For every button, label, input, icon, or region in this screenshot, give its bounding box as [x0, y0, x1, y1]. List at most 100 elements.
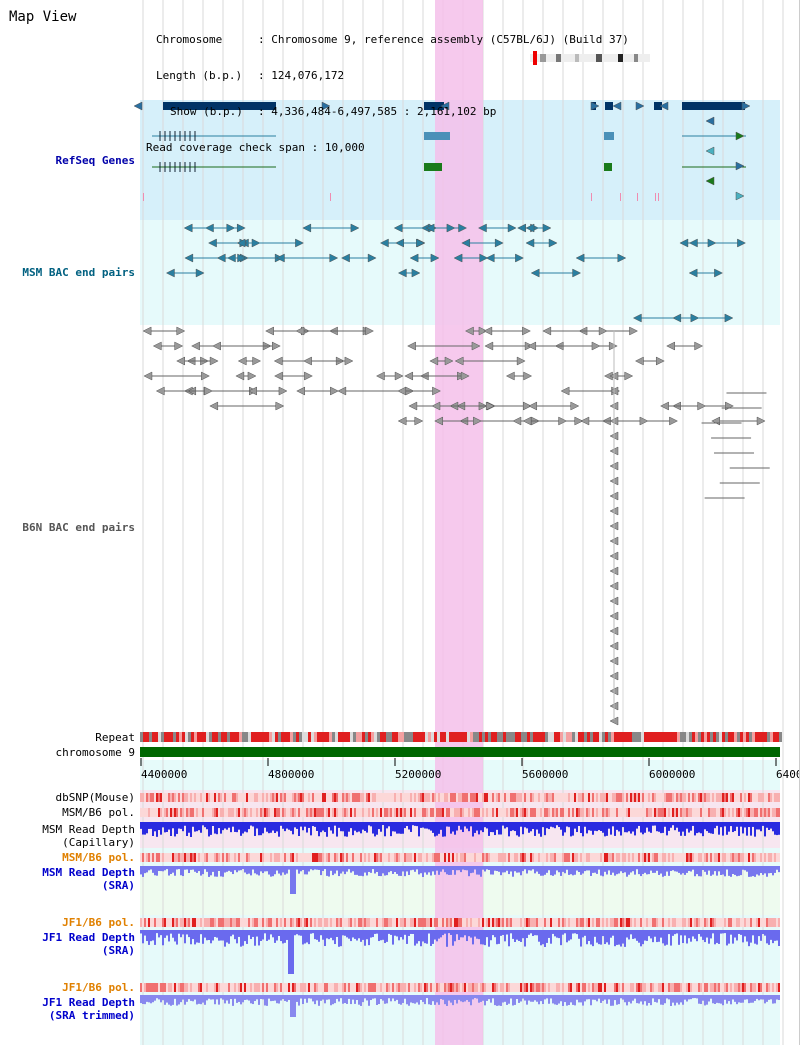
- read-depth-bar: [546, 995, 548, 999]
- pol-density-cell: [680, 793, 682, 802]
- pol-density-cell: [646, 983, 648, 992]
- pol-density-cell: [574, 983, 576, 992]
- b6n-bac-label[interactable]: B6N BAC end pairs: [22, 521, 135, 534]
- pol-density-cell: [290, 793, 292, 802]
- pol-density-cell: [420, 853, 422, 862]
- read-depth-bar: [226, 995, 228, 1001]
- read-depth-bar: [484, 930, 486, 946]
- read-depth-bar: [252, 866, 254, 870]
- read-depth-bar: [168, 995, 170, 1005]
- read-depth-bar: [296, 930, 298, 935]
- repeat-feature: [305, 732, 308, 742]
- pol-density-cell: [454, 853, 456, 862]
- pol-density-cell: [266, 918, 268, 927]
- read-depth-bar: [260, 822, 262, 836]
- pol-density-cell: [390, 808, 392, 817]
- read-depth-bar: [748, 995, 750, 1004]
- pol-density-cell: [384, 918, 386, 927]
- repeat-feature: [470, 732, 473, 742]
- read-depth-bar: [672, 822, 674, 826]
- ideogram-band: [556, 54, 561, 62]
- pol-density-cell: [536, 808, 538, 817]
- pol-density-cell: [162, 793, 164, 802]
- b6n-bac-end: [237, 356, 247, 366]
- pol-density-cell: [300, 853, 302, 862]
- msm-bac-label[interactable]: MSM BAC end pairs: [22, 266, 135, 279]
- pol-density-cell: [624, 793, 626, 802]
- pol-density-cell: [604, 983, 606, 992]
- refseq-genes-label[interactable]: RefSeq Genes: [55, 154, 135, 167]
- read-depth-bar: [444, 995, 446, 1005]
- pol-density-cell: [244, 808, 246, 817]
- read-depth-bar: [450, 930, 452, 935]
- read-depth-bar: [232, 930, 234, 935]
- read-depth-bar: [188, 995, 190, 1000]
- repeat-feature: [413, 732, 416, 742]
- read-depth-bar: [430, 995, 432, 1005]
- repeat-feature: [485, 732, 488, 742]
- pol-density-cell: [168, 983, 170, 992]
- pol-density-cell: [518, 808, 520, 817]
- pol-density-cell: [236, 853, 238, 862]
- read-depth-bar: [506, 866, 508, 871]
- repeat-label: Repeat: [95, 731, 135, 744]
- pol-density-cell: [246, 918, 248, 927]
- read-depth-bar: [764, 995, 766, 1004]
- pol-density-cell: [436, 793, 438, 802]
- read-depth-bar: [312, 930, 314, 934]
- read-depth-bar: [776, 866, 778, 870]
- pol-density-cell: [518, 983, 520, 992]
- pol-density-cell: [456, 793, 458, 802]
- read-depth-bar: [470, 822, 472, 827]
- pol-density-cell: [634, 918, 636, 927]
- read-depth-bar: [558, 822, 560, 828]
- pol-density-cell: [468, 853, 470, 862]
- pol-density-cell: [596, 983, 598, 992]
- read-depth-bar: [746, 822, 748, 836]
- pol-density-cell: [166, 983, 168, 992]
- b6n-bac-end: [142, 326, 152, 336]
- pol-density-cell: [624, 853, 626, 862]
- read-depth-bar: [374, 822, 376, 837]
- pol-density-cell: [574, 918, 576, 927]
- pol-density-cell: [264, 793, 266, 802]
- read-depth-bar: [766, 822, 768, 828]
- pol-density-cell: [532, 918, 534, 927]
- read-depth-bar: [466, 866, 468, 871]
- pol-density-cell: [298, 808, 300, 817]
- read-depth-bar: [528, 866, 530, 871]
- pol-density-cell: [646, 853, 648, 862]
- pol-density-cell: [226, 983, 228, 992]
- repeat-feature: [701, 732, 704, 742]
- read-depth-bar: [756, 822, 758, 830]
- read-depth-bar: [552, 995, 554, 1004]
- repeat-feature: [719, 732, 722, 742]
- read-depth-bar: [352, 866, 354, 872]
- b6n-bac-end: [484, 341, 494, 351]
- pol-density-cell: [612, 918, 614, 927]
- read-depth-bar: [764, 822, 766, 837]
- repeat-feature: [611, 732, 614, 742]
- read-depth-bar: [486, 995, 488, 1001]
- read-depth-bar: [270, 930, 272, 935]
- msm-bac-end: [679, 238, 689, 248]
- pol-density-cell: [472, 853, 474, 862]
- pol-density-cell: [216, 918, 218, 927]
- b6n-bac-end: [434, 416, 443, 426]
- read-depth-bar: [642, 866, 644, 875]
- pol-density-cell: [450, 853, 452, 862]
- pol-density-cell: [352, 853, 354, 862]
- msm-bac-end: [275, 253, 285, 263]
- pol-density-cell: [362, 808, 364, 817]
- pol-density-cell: [252, 983, 254, 992]
- read-depth-bar: [458, 930, 460, 940]
- repeat-feature: [764, 732, 767, 742]
- read-depth-bar: [150, 995, 152, 1004]
- read-depth-bar: [238, 930, 240, 937]
- pol-density-cell: [218, 983, 220, 992]
- pol-density-cell: [218, 793, 220, 802]
- repeat-feature: [248, 732, 251, 742]
- read-depth-bar: [252, 930, 254, 937]
- pol-density-cell: [610, 808, 612, 817]
- pol-density-cell: [502, 918, 504, 927]
